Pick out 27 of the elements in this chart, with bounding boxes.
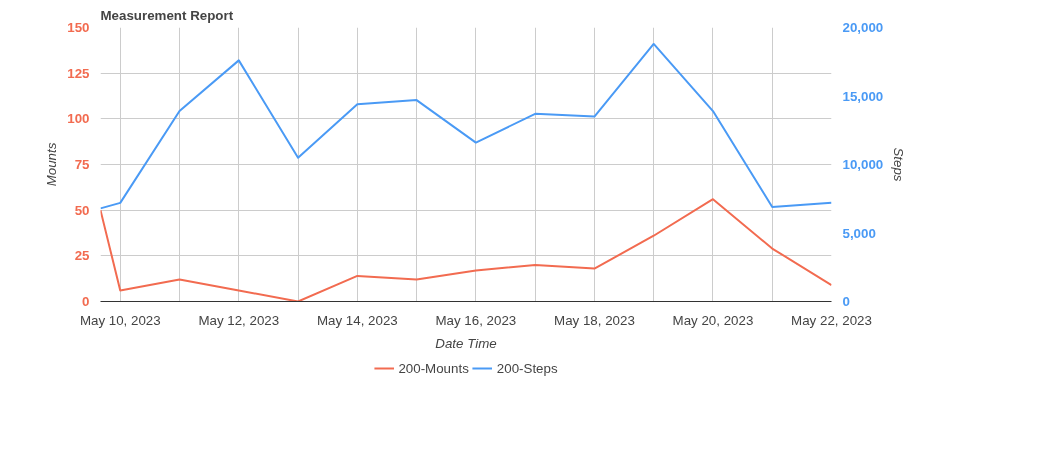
x-tick-label: May 20, 2023 — [672, 312, 754, 328]
y-tick-label: 50 — [74, 202, 90, 218]
y2-tick-label: 0 — [842, 294, 850, 309]
y2-tick-label: 15,000 — [842, 88, 884, 104]
x-tick-label: May 22, 2023 — [791, 312, 872, 328]
x-tick-label: May 10, 2023 — [79, 312, 161, 328]
line-series — [100, 198, 832, 302]
y-tick-label: 0 — [82, 294, 90, 309]
y-tick-label: 125 — [67, 65, 91, 81]
y-tick-label: 100 — [67, 111, 90, 127]
y-tick-label: 25 — [74, 248, 91, 264]
x-axis-title: Date Time — [435, 335, 497, 351]
y2-tick-label: 5,000 — [842, 225, 876, 241]
y2-axis-title: Steps — [891, 147, 907, 182]
y2-tick-label: 10,000 — [842, 157, 884, 172]
x-tick-label: May 14, 2023 — [316, 312, 398, 328]
y2-tick-label: 20,000 — [842, 20, 884, 35]
line-series — [100, 42, 832, 210]
chart-title: Measurement Report — [100, 7, 234, 23]
legend-label: 200-Steps — [496, 360, 558, 376]
y-tick-label: 75 — [74, 157, 91, 172]
y-tick-label: 150 — [67, 20, 90, 35]
legend-label: 200-Mounts — [398, 360, 469, 376]
x-tick-label: May 12, 2023 — [198, 312, 280, 328]
x-tick-label: May 16, 2023 — [435, 312, 517, 328]
y-axis-title: Mounts — [44, 142, 60, 187]
x-tick-label: May 18, 2023 — [554, 312, 635, 328]
